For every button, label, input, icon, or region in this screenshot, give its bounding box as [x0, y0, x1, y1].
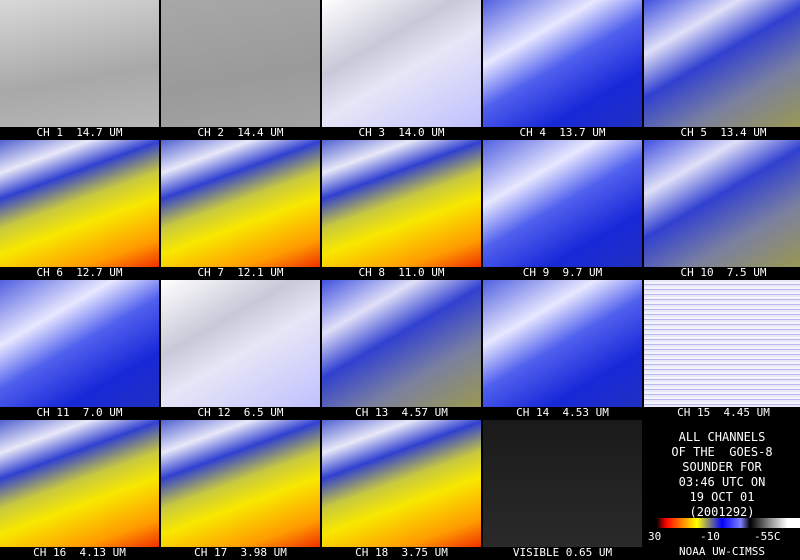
info-line: OF THE GOES-8 [671, 445, 773, 459]
info-line: 19 OCT 01 [689, 490, 755, 504]
channel-label: CH 6 12.7 UM [36, 266, 123, 279]
info-panel: ALL CHANNELS OF THE GOES-8 SOUNDER FOR 03:4… [644, 420, 800, 560]
satellite-image [483, 0, 642, 127]
channel-label: CH 13 4.57 UM [355, 406, 448, 419]
channel-label: CH 16 4.13 UM [33, 546, 126, 559]
color-bar-labels: 30 -10 -55C [644, 530, 800, 544]
satellite-image [161, 140, 320, 267]
channel-label: VISIBLE 0.65 UM [512, 546, 613, 559]
satellite-image [322, 140, 481, 267]
satellite-image [644, 140, 800, 267]
channel-panel: CH 12 6.5 UM [161, 280, 320, 420]
channel-label: CH 5 13.4 UM [680, 126, 767, 139]
channel-label: CH 3 14.0 UM [358, 126, 445, 139]
satellite-image [483, 420, 642, 547]
info-line: (2001292) [689, 505, 755, 519]
info-line: SOUNDER FOR [682, 460, 762, 474]
channel-label: CH 18 3.75 UM [355, 546, 448, 559]
satellite-image [483, 140, 642, 267]
satellite-image [322, 420, 481, 547]
channel-panel: CH 8 11.0 UM [322, 140, 481, 280]
satellite-image [644, 280, 800, 407]
satellite-image [322, 0, 481, 127]
satellite-image [0, 140, 159, 267]
satellite-image [161, 420, 320, 547]
channel-panel: CH 17 3.98 UM [161, 420, 320, 560]
channel-panel: CH 1 14.7 UM [0, 0, 159, 140]
channel-label: CH 11 7.0 UM [36, 406, 123, 419]
channel-label: CH 2 14.4 UM [197, 126, 284, 139]
info-line: 03:46 UTC ON [678, 475, 766, 489]
channel-panel: CH 10 7.5 UM [644, 140, 800, 280]
channel-label: CH 9 9.7 UM [522, 266, 603, 279]
channel-label: CH 7 12.1 UM [197, 266, 284, 279]
channel-panel: CH 16 4.13 UM [0, 420, 159, 560]
channel-panel: CH 14 4.53 UM [483, 280, 642, 420]
channel-label: CH 14 4.53 UM [516, 406, 609, 419]
color-bar-label: -10 [700, 530, 720, 543]
channel-panel: CH 9 9.7 UM [483, 140, 642, 280]
satellite-image [644, 0, 800, 127]
color-bar-label: -55C [754, 530, 781, 543]
color-bar [644, 518, 800, 528]
channel-panel: CH 5 13.4 UM [644, 0, 800, 140]
channel-label: CH 17 3.98 UM [194, 546, 287, 559]
channel-panel: CH 15 4.45 UM [644, 280, 800, 420]
channel-panel: CH 2 14.4 UM [161, 0, 320, 140]
satellite-image [0, 0, 159, 127]
satellite-image [161, 0, 320, 127]
channel-panel: CH 13 4.57 UM [322, 280, 481, 420]
channel-panel: CH 4 13.7 UM [483, 0, 642, 140]
channel-label: CH 10 7.5 UM [680, 266, 767, 279]
channel-panel: VISIBLE 0.65 UM [483, 420, 642, 560]
channel-label: CH 1 14.7 UM [36, 126, 123, 139]
info-line: ALL CHANNELS [678, 430, 766, 444]
channel-label: CH 8 11.0 UM [358, 266, 445, 279]
satellite-image [0, 420, 159, 547]
channel-panel: CH 18 3.75 UM [322, 420, 481, 560]
satellite-image [0, 280, 159, 407]
satellite-image [322, 280, 481, 407]
credit: NOAA UW-CIMSS [678, 545, 766, 558]
channel-panel: CH 11 7.0 UM [0, 280, 159, 420]
channel-label: CH 15 4.45 UM [677, 406, 770, 419]
channel-panel: CH 7 12.1 UM [161, 140, 320, 280]
channel-panel: CH 6 12.7 UM [0, 140, 159, 280]
channel-panel: CH 3 14.0 UM [322, 0, 481, 140]
satellite-image [483, 280, 642, 407]
color-bar-label: 30 [648, 530, 662, 543]
channel-label: CH 4 13.7 UM [519, 126, 606, 139]
satellite-image [161, 280, 320, 407]
channel-label: CH 12 6.5 UM [197, 406, 284, 419]
